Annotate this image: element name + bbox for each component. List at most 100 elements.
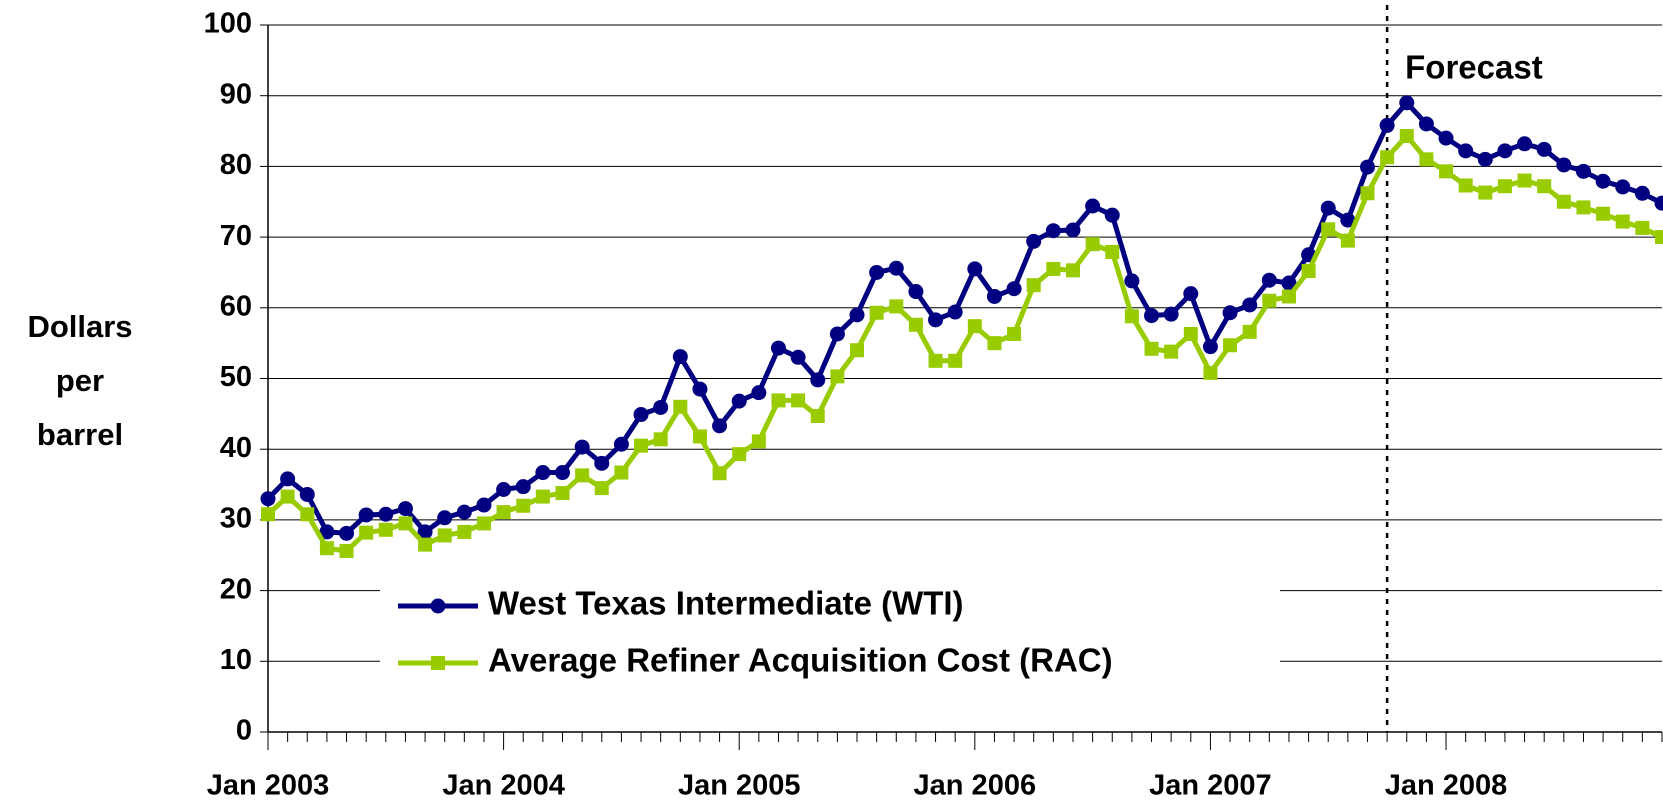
x-tick-label: Jan 2008: [1385, 770, 1508, 802]
marker: [1124, 273, 1140, 289]
marker: [280, 471, 296, 487]
marker: [987, 336, 1002, 351]
marker: [1654, 195, 1663, 211]
marker: [928, 312, 944, 328]
marker: [1615, 214, 1630, 229]
marker: [574, 439, 590, 455]
marker: [456, 504, 472, 520]
marker: [260, 491, 276, 507]
marker: [810, 408, 825, 423]
marker: [889, 299, 904, 314]
marker: [300, 507, 315, 522]
marker: [339, 525, 355, 541]
marker: [1045, 223, 1061, 239]
marker: [594, 481, 609, 496]
marker: [261, 507, 275, 522]
marker: [575, 468, 590, 483]
legend-marker: [430, 598, 446, 614]
marker: [1477, 151, 1493, 167]
marker: [751, 434, 766, 449]
marker: [280, 489, 295, 504]
marker: [712, 466, 727, 481]
marker: [476, 516, 491, 531]
marker: [1340, 212, 1356, 228]
marker: [1438, 130, 1454, 146]
marker: [1065, 263, 1080, 278]
marker: [1478, 185, 1493, 200]
x-tick-label: Jan 2004: [442, 770, 565, 802]
marker: [1007, 326, 1022, 341]
marker: [397, 501, 413, 517]
marker: [613, 436, 629, 452]
marker: [1144, 308, 1160, 324]
marker: [555, 486, 570, 501]
marker: [1537, 179, 1552, 194]
marker: [1163, 306, 1179, 322]
marker: [1419, 152, 1434, 167]
y-tick-label: 60: [220, 290, 252, 322]
marker: [358, 507, 374, 523]
marker: [398, 516, 413, 531]
y-tick-label: 20: [220, 573, 252, 605]
marker: [1458, 178, 1473, 193]
marker: [692, 429, 707, 444]
marker: [1595, 173, 1611, 189]
marker: [829, 326, 845, 342]
marker: [967, 261, 983, 277]
marker: [850, 343, 865, 358]
y-axis-label: Dollars per barrel: [27, 309, 133, 452]
marker: [1242, 297, 1258, 313]
x-tick-label: Jan 2003: [207, 770, 330, 802]
marker: [535, 465, 551, 481]
marker: [791, 393, 806, 408]
marker: [418, 537, 433, 552]
marker: [359, 525, 374, 540]
marker: [417, 524, 433, 540]
marker: [1085, 237, 1100, 252]
marker: [947, 304, 963, 320]
marker: [1261, 272, 1277, 288]
marker: [1576, 200, 1591, 215]
marker: [1046, 261, 1061, 276]
marker: [732, 447, 747, 462]
marker: [1321, 222, 1336, 237]
marker: [515, 479, 531, 495]
marker: [1458, 143, 1474, 159]
marker: [1026, 278, 1041, 293]
marker: [888, 260, 904, 276]
marker: [1575, 163, 1591, 179]
marker: [634, 438, 649, 453]
marker: [908, 317, 923, 332]
legend-marker: [431, 656, 445, 670]
marker: [476, 497, 492, 513]
y-tick-label: 90: [220, 78, 252, 110]
marker: [1536, 141, 1552, 157]
legend-label: West Texas Intermediate (WTI): [488, 585, 964, 622]
legend-label: Average Refiner Acquisition Cost (RAC): [488, 642, 1113, 679]
marker: [967, 319, 982, 334]
marker: [1634, 185, 1650, 201]
marker: [751, 385, 767, 401]
marker: [1379, 117, 1395, 133]
marker: [319, 541, 334, 556]
marker: [614, 465, 629, 480]
y-tick-label: 50: [220, 361, 252, 393]
marker: [555, 465, 571, 481]
marker: [496, 481, 512, 497]
marker: [869, 264, 885, 280]
marker: [1596, 206, 1611, 221]
y-tick-label: 0: [236, 715, 252, 747]
marker: [770, 340, 786, 356]
marker: [1183, 326, 1198, 341]
marker: [790, 349, 806, 365]
marker: [1556, 194, 1571, 209]
marker: [1242, 324, 1257, 339]
annotation: Forecast: [1405, 49, 1543, 86]
marker: [1497, 179, 1512, 194]
marker: [849, 307, 865, 323]
marker: [1380, 150, 1395, 165]
marker: [1183, 286, 1199, 302]
y-tick-label: 30: [220, 503, 252, 535]
marker: [457, 524, 472, 539]
